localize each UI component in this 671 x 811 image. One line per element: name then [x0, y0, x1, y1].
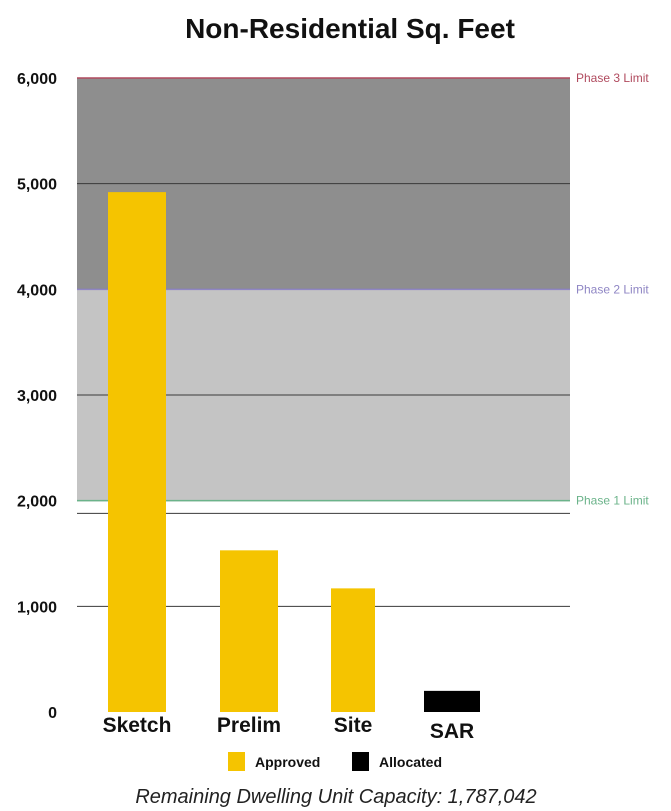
y-tick-label: 5,000 [17, 177, 57, 194]
y-tick-label: 4,000 [17, 282, 57, 299]
legend-swatch-allocated [352, 752, 369, 771]
y-tick-label: 0 [48, 705, 57, 722]
phase-limit-label-3: Phase 3 Limit [576, 71, 649, 85]
y-tick-label: 1,000 [17, 599, 57, 616]
y-tick-label: 2,000 [17, 494, 57, 511]
legend-label-approved: Approved [255, 754, 320, 770]
phase-limit-label-1: Phase 1 Limit [576, 494, 649, 508]
x-tick-label: Sketch [103, 714, 172, 737]
x-tick-label: Prelim [217, 714, 281, 737]
chart-title: Non-Residential Sq. Feet [185, 13, 515, 44]
bar-prelim [220, 550, 278, 712]
legend-swatch-approved [228, 752, 245, 771]
legend-label-allocated: Allocated [379, 754, 442, 770]
legend: Approved Allocated [228, 752, 442, 771]
x-tick-label: Site [334, 714, 373, 737]
bars [108, 192, 480, 712]
phase-limit-label-2: Phase 2 Limit [576, 282, 649, 296]
x-tick-label: SAR [430, 720, 474, 743]
y-tick-label: 6,000 [17, 71, 57, 88]
footnote-remaining-capacity: Remaining Dwelling Unit Capacity: 1,787,… [135, 786, 536, 808]
bar-site [331, 588, 375, 712]
y-axis: 0 1,000 2,000 3,000 4,000 5,000 6,000 [17, 71, 57, 722]
bar-sketch [108, 192, 166, 712]
x-axis: Sketch Prelim Site SAR [103, 714, 475, 743]
bar-sar [424, 690, 480, 712]
y-tick-label: 3,000 [17, 388, 57, 405]
